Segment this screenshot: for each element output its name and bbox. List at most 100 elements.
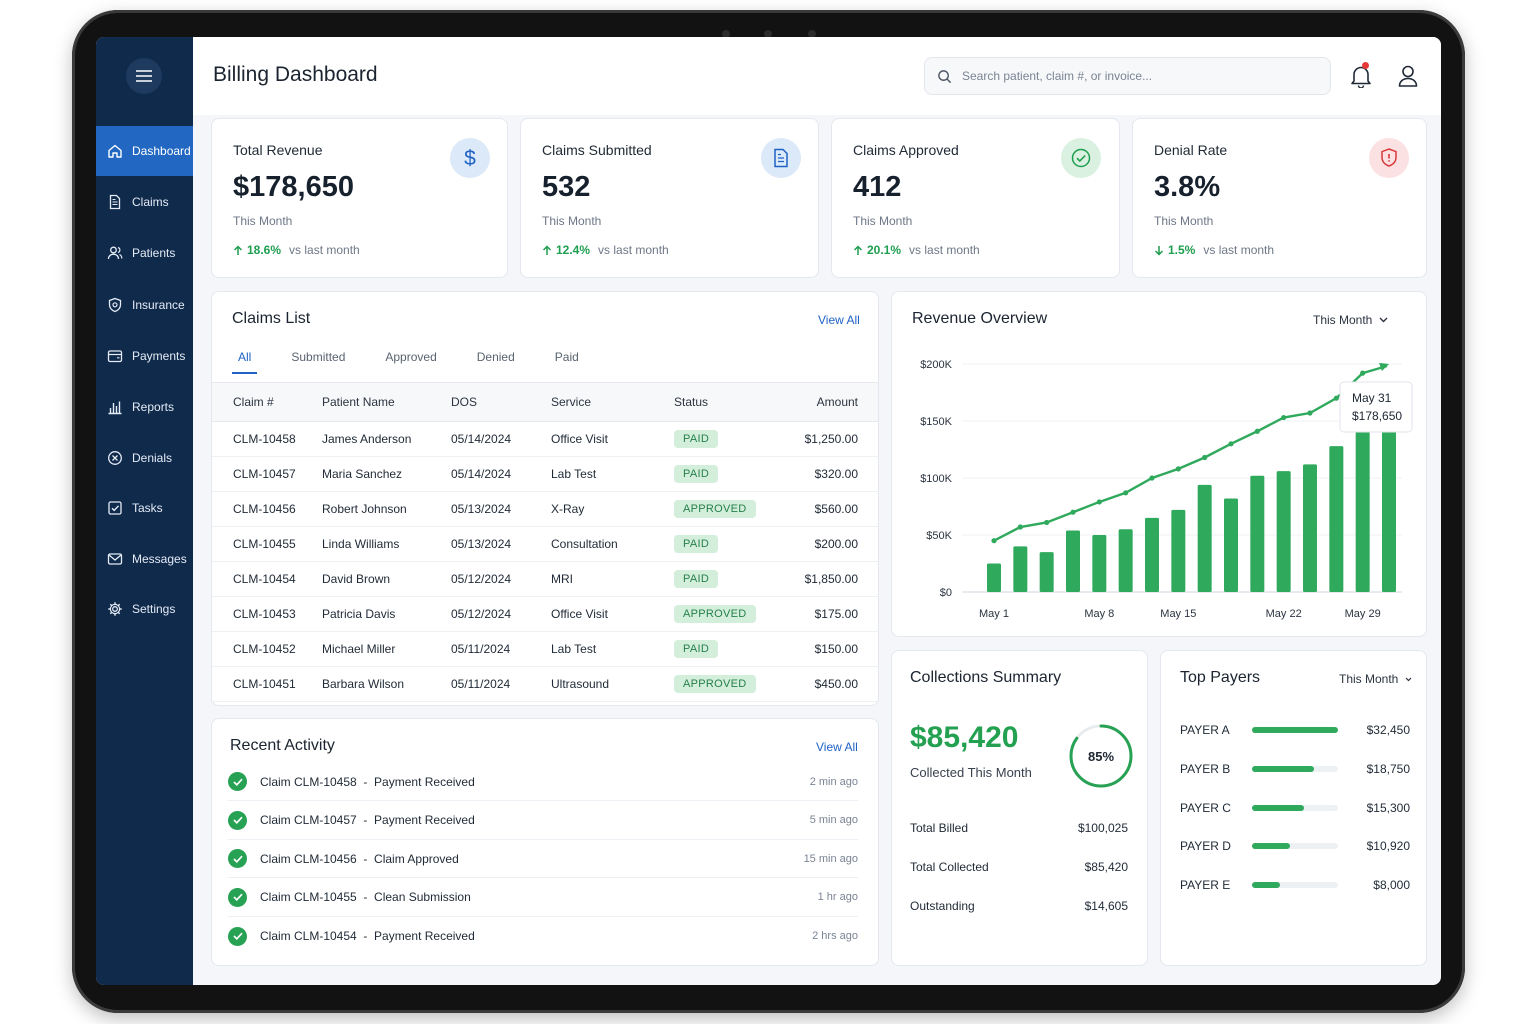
notifications-button[interactable]	[1350, 62, 1372, 93]
revenue-bar[interactable]	[1329, 446, 1344, 592]
payer-row[interactable]: PAYER B $18,750	[1180, 759, 1410, 779]
tab-approved[interactable]: Approved	[385, 350, 437, 364]
x-tick-label: May 15	[1160, 608, 1196, 620]
table-cell: Office Visit	[551, 421, 674, 457]
sidebar-item-payments[interactable]: Payments	[96, 331, 193, 381]
sidebar-item-insurance[interactable]: Insurance	[96, 280, 193, 330]
notification-dot	[1362, 62, 1369, 69]
activity-item[interactable]: Claim CLM-10454 - Payment Received 2 hrs …	[228, 917, 858, 955]
table-row[interactable]: CLM-10455 Linda Williams 05/13/2024 Consult…	[212, 526, 878, 562]
claims-view-all-link[interactable]: View All	[818, 313, 860, 327]
column-header[interactable]: DOS	[451, 382, 551, 422]
table-cell: 05/14/2024	[451, 456, 551, 492]
sidebar-item-messages[interactable]: Messages	[96, 534, 193, 584]
sidebar-item-reports[interactable]: Reports	[96, 382, 193, 432]
revenue-bar[interactable]	[1276, 471, 1291, 592]
revenue-bar[interactable]	[1382, 411, 1396, 592]
revenue-bar[interactable]	[1066, 530, 1080, 592]
trend-point[interactable]	[1096, 499, 1102, 505]
activity-item[interactable]: Claim CLM-10458 - Payment Received 2 min …	[228, 763, 858, 801]
tab-all[interactable]: All	[232, 350, 258, 374]
revenue-bar[interactable]	[1250, 475, 1265, 592]
sidebar-item-dashboard[interactable]: Dashboard	[96, 126, 193, 176]
revenue-bar[interactable]	[987, 563, 1001, 593]
status-badge: APPROVED	[674, 500, 756, 518]
table-cell: APPROVED	[674, 491, 774, 527]
revenue-bar[interactable]	[1118, 529, 1133, 592]
y-tick-label: $50K	[926, 530, 952, 542]
revenue-bar[interactable]	[1197, 484, 1212, 592]
activity-item[interactable]: Claim CLM-10455 - Clean Submission 1 hr a…	[228, 879, 858, 917]
table-row[interactable]: CLM-10453 Patricia Davis 05/12/2024 Office …	[212, 596, 878, 632]
menu-button[interactable]	[126, 58, 162, 94]
table-cell: $1,850.00	[774, 561, 878, 597]
table-row[interactable]: CLM-10451 Barbara Wilson 05/11/2024 Ultraso…	[212, 666, 878, 702]
revenue-bar[interactable]	[1013, 546, 1028, 592]
kpi-trend-value: 18.6%	[247, 243, 282, 257]
sidebar-item-label: Payments	[132, 349, 186, 363]
trend-point[interactable]	[1307, 410, 1313, 416]
table-row[interactable]: CLM-10457 Maria Sanchez 05/14/2024 Lab Test…	[212, 456, 878, 492]
trend-point[interactable]	[1360, 370, 1366, 376]
column-header[interactable]: Amount	[774, 382, 878, 422]
revenue-bar[interactable]	[1303, 464, 1317, 592]
sidebar-item-tasks[interactable]: Tasks	[96, 483, 193, 533]
trend-point[interactable]	[1044, 519, 1050, 526]
tab-paid[interactable]: Paid	[554, 350, 579, 364]
revenue-bar[interactable]	[1224, 498, 1238, 592]
search-input[interactable]	[962, 69, 1302, 83]
payers-period-dropdown[interactable]: This Month	[1339, 672, 1412, 686]
payer-bar-fill	[1252, 882, 1280, 889]
sidebar-item-label: Reports	[132, 400, 175, 414]
table-cell: 05/13/2024	[451, 526, 551, 562]
column-header[interactable]: Status	[674, 382, 774, 422]
tab-submitted[interactable]: Submitted	[291, 350, 346, 364]
payer-row[interactable]: PAYER A $32,450	[1180, 720, 1410, 740]
table-row[interactable]: CLM-10458 James Anderson 05/14/2024 Office …	[212, 421, 878, 457]
sidebar-item-settings[interactable]: Settings	[96, 584, 193, 634]
revenue-bar[interactable]	[1092, 535, 1107, 592]
trend-point[interactable]	[1202, 454, 1208, 461]
tab-denied[interactable]: Denied	[476, 350, 515, 364]
activity-item[interactable]: Claim CLM-10456 - Claim Approved 15 min a…	[228, 840, 858, 878]
activity-time: 2 min ago	[809, 775, 858, 788]
table-row[interactable]: CLM-10456 Robert Johnson 05/13/2024 X-Ray AP…	[212, 491, 878, 527]
trend-point[interactable]	[1017, 524, 1023, 530]
payer-row[interactable]: PAYER C $15,300	[1180, 798, 1410, 818]
trend-point[interactable]	[1175, 466, 1181, 472]
app-screen: Dashboard Claims Patients Insurance Paym…	[96, 37, 1441, 985]
activity-item[interactable]: Claim CLM-10457 - Payment Received 5 min …	[228, 802, 858, 840]
sidebar-item-claims[interactable]: Claims	[96, 177, 193, 227]
search-box[interactable]	[924, 57, 1331, 95]
sidebar-item-patients[interactable]: Patients	[96, 228, 193, 278]
sidebar-item-denials[interactable]: Denials	[96, 433, 193, 483]
revenue-bar[interactable]	[1171, 509, 1186, 592]
trend-point[interactable]	[1123, 490, 1129, 496]
kpi-title: Claims Approved	[853, 142, 959, 158]
arrow-up-icon	[542, 244, 552, 255]
table-cell: Patricia Davis	[322, 596, 451, 632]
column-header[interactable]: Claim #	[212, 382, 322, 422]
trend-point[interactable]	[1149, 475, 1155, 481]
user-menu-button[interactable]	[1397, 64, 1419, 93]
column-header[interactable]: Service	[551, 382, 674, 422]
revenue-bar[interactable]	[1039, 552, 1054, 592]
payer-row[interactable]: PAYER E $8,000	[1180, 875, 1410, 895]
trend-point[interactable]	[1333, 395, 1339, 401]
activity-view-all-link[interactable]: View All	[816, 740, 858, 754]
revenue-bar[interactable]	[1145, 517, 1159, 592]
trend-point[interactable]	[1070, 509, 1076, 515]
trend-point[interactable]	[1228, 441, 1234, 447]
recent-activity-card: Recent Activity View All Claim CLM-10458…	[211, 718, 879, 966]
payer-row[interactable]: PAYER D $10,920	[1180, 836, 1410, 856]
revenue-period-dropdown[interactable]: This Month	[1313, 313, 1388, 327]
table-row[interactable]: CLM-10452 Michael Miller 05/11/2024 Lab Tes…	[212, 631, 878, 667]
trend-point[interactable]	[1281, 414, 1287, 421]
check-icon	[228, 810, 247, 830]
trend-point[interactable]	[991, 538, 997, 544]
revenue-bar[interactable]	[1355, 426, 1370, 592]
table-row[interactable]: CLM-10454 David Brown 05/12/2024 MRI PAID $1,…	[212, 561, 878, 597]
trend-point[interactable]	[1254, 428, 1260, 434]
status-badge: PAID	[674, 465, 719, 483]
column-header[interactable]: Patient Name	[322, 382, 451, 422]
